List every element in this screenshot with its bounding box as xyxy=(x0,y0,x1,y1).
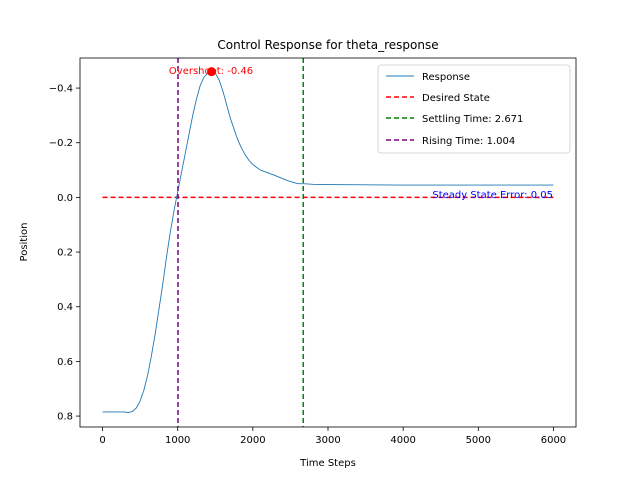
legend-label-response: Response xyxy=(422,72,470,83)
y-tick-label: 0.6 xyxy=(57,357,73,368)
x-axis-ticks: 0 1000 2000 3000 4000 5000 6000 xyxy=(99,427,566,446)
x-tick-label: 3000 xyxy=(315,435,340,446)
y-axis-title: Position xyxy=(19,223,30,262)
x-axis-title: Time Steps xyxy=(299,458,356,469)
y-tick-label: −0.4 xyxy=(49,84,73,95)
y-tick-label: 0.4 xyxy=(57,302,73,313)
vline-layer xyxy=(177,58,305,427)
marker-layer xyxy=(207,67,217,77)
steady-state-annotation: Steady State Error: 0.05 xyxy=(432,190,553,201)
y-tick-label: 0.0 xyxy=(57,193,73,204)
y-tick-label: −0.2 xyxy=(49,138,73,149)
legend-label-settling-time: Settling Time: 2.671 xyxy=(422,114,523,125)
legend-label-desired-state: Desired State xyxy=(422,93,490,104)
legend-box xyxy=(377,64,571,154)
overshoot-annotation: Overshoot: -0.46 xyxy=(169,66,253,77)
overshoot-marker xyxy=(207,67,217,77)
y-tick-label: 0.2 xyxy=(57,248,73,259)
y-tick-label: 0.8 xyxy=(57,412,73,423)
legend: Response Desired State Settling Time: 2.… xyxy=(377,64,571,154)
x-tick-label: 4000 xyxy=(390,435,415,446)
y-axis-ticks: −0.4 −0.2 0.0 0.2 0.4 0.6 0.8 xyxy=(49,84,80,423)
x-tick-label: 5000 xyxy=(466,435,491,446)
chart-title: Control Response for theta_response xyxy=(217,38,438,52)
legend-label-rising-time: Rising Time: 1.004 xyxy=(422,136,515,147)
x-tick-label: 2000 xyxy=(240,435,265,446)
x-tick-label: 0 xyxy=(99,435,105,446)
x-tick-label: 6000 xyxy=(541,435,566,446)
x-tick-label: 1000 xyxy=(165,435,190,446)
